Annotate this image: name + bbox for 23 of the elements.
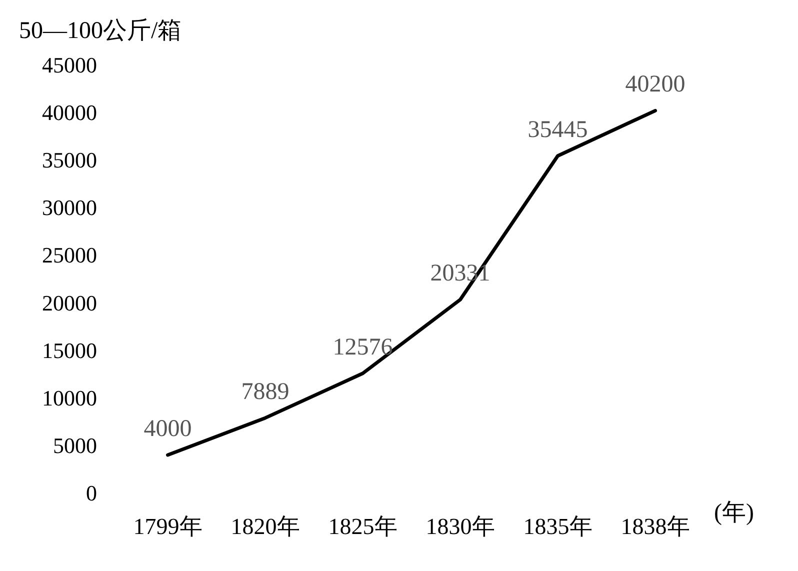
y-tick-label: 0	[86, 480, 97, 506]
y-tick-label: 25000	[42, 242, 97, 268]
data-label: 40200	[625, 72, 686, 98]
y-axis-title: 50—100公斤/箱	[19, 18, 182, 44]
x-tick-label: 1825年	[328, 514, 398, 539]
data-label: 12576	[332, 334, 393, 360]
data-label: 35445	[528, 116, 588, 143]
x-tick-label: 1820年	[230, 514, 300, 539]
data-label: 4000	[144, 416, 192, 442]
y-tick-label: 40000	[42, 100, 97, 126]
x-tick-label: 1835年	[523, 514, 592, 539]
y-tick-label: 20000	[42, 290, 97, 316]
y-tick-label: 5000	[53, 432, 97, 458]
x-tick-label: 1799年	[133, 514, 202, 539]
y-tick-label: 15000	[42, 338, 97, 363]
x-axis-title: (年)	[714, 500, 754, 526]
y-tick-label: 30000	[42, 195, 97, 220]
y-tick-label: 35000	[42, 148, 97, 173]
x-tick-label: 1830年	[426, 514, 495, 539]
data-label: 7889	[241, 378, 290, 405]
x-tick-label: 1838年	[620, 514, 690, 539]
y-tick-label: 10000	[42, 385, 97, 410]
y-tick-label: 45000	[42, 52, 97, 78]
